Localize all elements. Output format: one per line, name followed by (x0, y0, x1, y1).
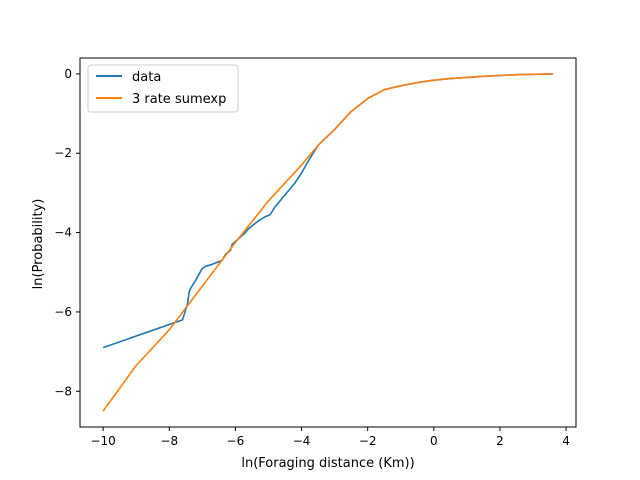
legend-label-3-rate-sumexp: 3 rate sumexp (132, 92, 226, 107)
y-axis-label: ln(Probability) (31, 199, 46, 290)
x-tick-label: −2 (359, 434, 377, 448)
x-tick-label: 0 (430, 434, 438, 448)
x-axis-ticks: −10 −8 −6 −4 −2 0 2 4 (90, 427, 570, 448)
y-axis-ticks: −8 −6 −4 −2 0 (54, 67, 80, 398)
axes-frame (79, 57, 577, 428)
y-tick-label: −2 (54, 146, 72, 160)
x-axis-label: ln(Foraging distance (Km)) (241, 456, 414, 471)
x-tick-label: −8 (160, 434, 178, 448)
legend-box (87, 64, 239, 113)
y-tick-label: 0 (64, 67, 72, 81)
y-tick-label: −8 (54, 384, 72, 398)
series-line-3-rate-sumexp (102, 73, 553, 412)
plot-area (102, 73, 553, 412)
y-tick-label: −6 (54, 305, 72, 319)
x-tick-label: −10 (90, 434, 115, 448)
legend: data 3 rate sumexp (87, 64, 239, 113)
legend-label-data: data (132, 70, 161, 85)
x-tick-label: −6 (227, 434, 245, 448)
x-tick-label: 4 (562, 434, 570, 448)
y-tick-label: −4 (54, 226, 72, 240)
x-tick-label: 2 (496, 434, 504, 448)
x-tick-label: −4 (293, 434, 311, 448)
